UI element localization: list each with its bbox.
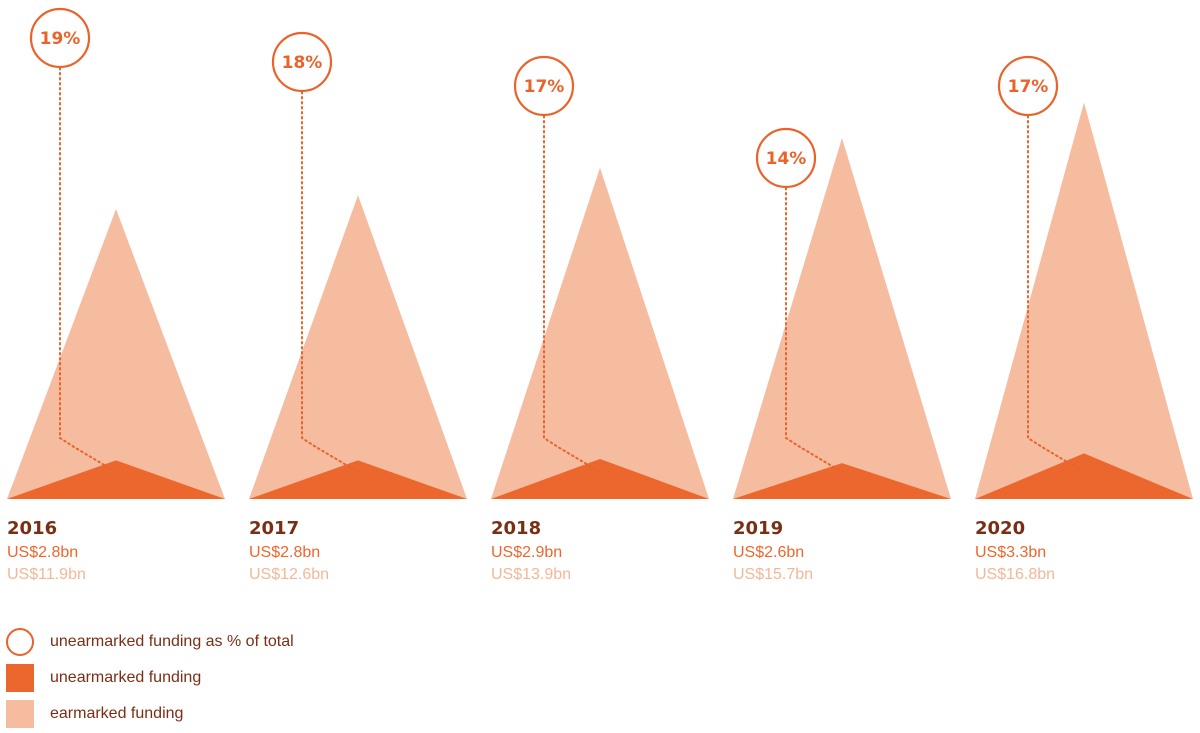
percent-circle xyxy=(997,55,1059,117)
percent-label: 17% xyxy=(1008,77,1049,97)
legend-item-percent: unearmarked funding as % of total xyxy=(6,624,294,660)
leader-line xyxy=(59,67,117,473)
earmarked-value: US$15.7bn xyxy=(733,566,813,583)
leader-line xyxy=(785,187,843,473)
earmarked-triangle xyxy=(733,137,951,499)
year-label: 2017 xyxy=(249,518,299,539)
legend-label-unearmarked: unearmarked funding xyxy=(50,669,202,686)
unearmarked-value: US$2.9bn xyxy=(491,544,562,561)
leader-line xyxy=(301,91,359,473)
earmarked-triangle xyxy=(975,102,1193,499)
unearmarked-triangle xyxy=(7,460,225,499)
percent-label: 14% xyxy=(766,149,807,169)
legend-label-percent: unearmarked funding as % of total xyxy=(50,633,294,650)
unearmarked-triangle xyxy=(733,463,951,499)
legend: unearmarked funding as % of total unearm… xyxy=(6,624,294,732)
percent-circle xyxy=(755,127,817,189)
legend-item-unearmarked: unearmarked funding xyxy=(6,660,294,696)
year-label: 2016 xyxy=(7,518,57,539)
earmarked-value: US$11.9bn xyxy=(7,566,86,583)
unearmarked-swatch-icon xyxy=(6,664,34,692)
earmarked-value: US$13.9bn xyxy=(491,566,571,583)
percent-circle xyxy=(271,31,333,93)
unearmarked-value: US$3.3bn xyxy=(975,544,1046,561)
percent-label: 17% xyxy=(524,77,565,97)
legend-item-earmarked: earmarked funding xyxy=(6,696,294,732)
leader-line xyxy=(1027,115,1085,473)
earmarked-swatch-icon xyxy=(6,700,34,728)
legend-label-earmarked: earmarked funding xyxy=(50,705,184,722)
earmarked-triangle xyxy=(7,209,225,499)
year-label: 2019 xyxy=(733,518,783,539)
earmarked-value: US$16.8bn xyxy=(975,566,1055,583)
unearmarked-triangle xyxy=(249,460,467,499)
unearmarked-triangle xyxy=(491,458,709,499)
percent-circle xyxy=(513,55,575,117)
percent-label: 18% xyxy=(282,53,323,73)
earmarked-value: US$12.6bn xyxy=(249,566,329,583)
earmarked-triangle xyxy=(491,167,709,500)
unearmarked-value: US$2.8bn xyxy=(249,544,320,561)
year-label: 2018 xyxy=(491,518,541,539)
earmarked-triangle xyxy=(249,195,467,499)
leader-line xyxy=(543,115,601,473)
percent-circle xyxy=(29,7,91,69)
year-label: 2020 xyxy=(975,518,1025,539)
unearmarked-triangle xyxy=(975,453,1193,499)
unearmarked-value: US$2.8bn xyxy=(7,544,78,561)
percent-label: 19% xyxy=(40,29,81,49)
unearmarked-value: US$2.6bn xyxy=(733,544,804,561)
circle-outline-icon xyxy=(6,628,34,656)
